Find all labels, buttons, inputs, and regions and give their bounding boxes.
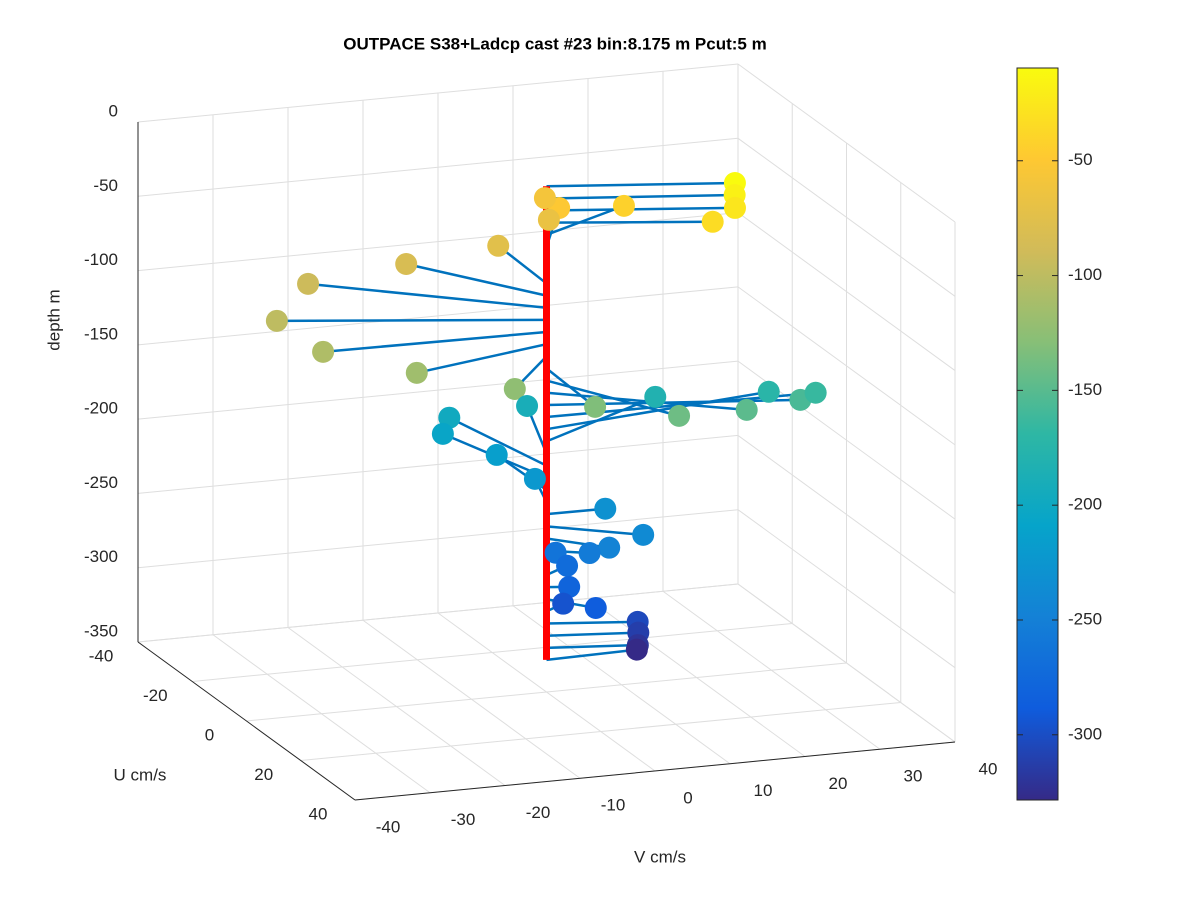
point <box>405 361 428 384</box>
stem <box>546 220 713 224</box>
grid-line <box>246 662 847 722</box>
x-tick-label: -20 <box>143 686 168 705</box>
y-tick-label: 20 <box>829 774 848 793</box>
point <box>431 422 454 445</box>
y-tick-label: 40 <box>979 759 998 778</box>
y-tick-label: 10 <box>754 781 773 800</box>
grid <box>137 63 956 801</box>
z-tick-label: -150 <box>84 324 118 343</box>
plot-area <box>265 172 827 662</box>
y-tick-label: 0 <box>683 788 692 807</box>
colorbar-tick-label: -150 <box>1068 380 1102 399</box>
stem <box>546 204 625 237</box>
stem <box>307 282 547 310</box>
colorbar-tick-label: -100 <box>1068 265 1102 284</box>
z-tick-label: 0 <box>109 101 118 120</box>
y-axis-line <box>354 741 956 801</box>
point <box>533 187 556 210</box>
stem <box>546 643 638 650</box>
point <box>556 554 579 577</box>
x-axis-line <box>137 641 356 801</box>
stem <box>276 318 547 323</box>
stem <box>322 330 547 354</box>
point <box>584 596 607 619</box>
point <box>552 592 575 615</box>
z-tick-label: -350 <box>84 621 118 640</box>
stem <box>546 631 639 637</box>
stem <box>546 648 637 662</box>
z-tick-label: -300 <box>84 547 118 566</box>
grid-line <box>137 583 739 643</box>
point <box>523 467 546 490</box>
stem <box>546 193 735 200</box>
z-axis-label: depth m <box>44 289 63 350</box>
colorbar-tick-label: -50 <box>1068 150 1093 169</box>
point <box>804 381 827 404</box>
z-tick-label: -50 <box>93 176 118 195</box>
stem <box>546 206 736 212</box>
point <box>668 404 691 427</box>
chart-title: OUTPACE S38+Ladcp cast #23 bin:8.175 m P… <box>343 34 766 53</box>
x-axis-label: U cm/s <box>114 765 167 784</box>
point <box>503 377 526 400</box>
point <box>632 523 655 546</box>
stem <box>546 181 735 188</box>
point <box>701 210 724 233</box>
point <box>757 380 780 403</box>
point <box>297 272 320 295</box>
y-axis-label: V cm/s <box>634 847 686 866</box>
z-tick-label: -250 <box>84 473 118 492</box>
point <box>723 196 746 219</box>
stem <box>448 416 548 467</box>
colorbar <box>1016 67 1059 801</box>
y-tick-label: 30 <box>904 767 923 786</box>
point <box>594 497 617 520</box>
colorbar-tick-label: -300 <box>1068 724 1102 743</box>
point <box>265 309 288 332</box>
x-tick-label: 40 <box>309 804 328 823</box>
stem <box>416 342 547 375</box>
y-tick-label: -20 <box>526 803 551 822</box>
stem <box>546 620 638 625</box>
point <box>516 394 539 417</box>
point <box>612 194 635 217</box>
y-tick-label: -10 <box>601 796 626 815</box>
point <box>487 234 510 257</box>
colorbar-tick-label: -250 <box>1068 609 1102 628</box>
stem <box>546 525 644 537</box>
stem <box>546 395 656 443</box>
point <box>485 443 508 466</box>
point <box>598 536 621 559</box>
x-tick-label: 20 <box>254 765 273 784</box>
point <box>395 252 418 275</box>
point <box>537 208 560 231</box>
grid-line <box>192 623 793 682</box>
stem <box>405 262 547 297</box>
stem <box>546 390 769 431</box>
y-tick-label: -40 <box>376 817 401 836</box>
y-tick-label: -30 <box>451 810 476 829</box>
z-tick-label: -200 <box>84 399 118 418</box>
x-tick-label: -40 <box>89 646 114 665</box>
point <box>584 395 607 418</box>
point <box>735 398 758 421</box>
x-tick-label: 0 <box>205 725 214 744</box>
z-tick-label: -100 <box>84 250 118 269</box>
point <box>625 638 648 661</box>
colorbar-tick-label: -200 <box>1068 495 1102 514</box>
grid-line <box>300 702 901 761</box>
point <box>558 575 581 598</box>
point <box>578 542 601 565</box>
point <box>312 340 335 363</box>
point <box>644 385 667 408</box>
